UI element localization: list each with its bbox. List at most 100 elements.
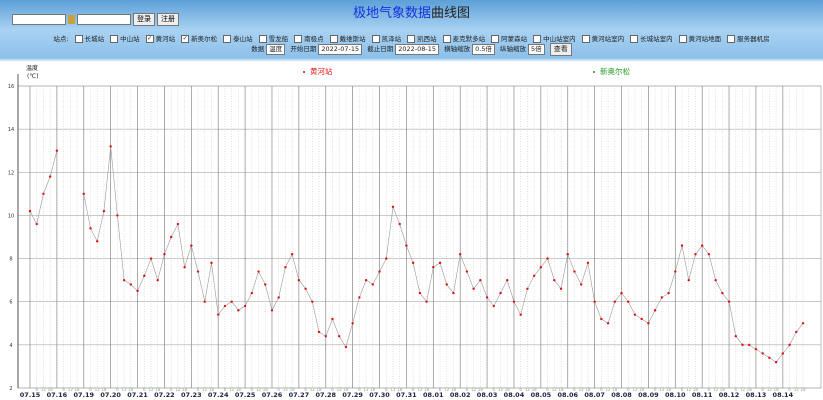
register-button[interactable]: 注册 [157,13,179,26]
x-hour-label: 6 [519,387,522,392]
x-date-label: 07.29 [342,391,363,399]
x-hour-label: 6 [116,387,119,392]
x-date-label: 08.09 [638,391,659,399]
data-point [761,352,764,355]
data-point [196,270,200,273]
y-tick-label: 6 [9,300,12,306]
station-checkbox[interactable] [223,35,232,43]
data-point [754,347,758,351]
x-date-label: 08.12 [719,391,740,399]
x-hour-label: 12 [471,387,477,392]
station-checkbox[interactable] [442,35,451,43]
station-name: 南极点 [304,35,324,43]
x-hour-label: 12 [579,387,585,392]
data-point [156,278,159,282]
data-point [768,356,771,359]
x-hour-label: 18 [424,387,430,392]
data-point [89,227,92,230]
station-checkbox[interactable]: ✓ [181,35,190,43]
data-point [680,244,684,247]
data-point [586,261,590,265]
x-date-label: 07.25 [235,391,256,399]
data-select[interactable]: 温度 [266,43,286,55]
x-hour-label: 6 [170,387,173,392]
login-button[interactable]: 登录 [133,13,155,26]
station-name: 长城站室内 [640,35,673,43]
x-hour-label: 6 [546,387,549,392]
data-point [250,291,254,295]
x-date-label: 08.14 [773,391,794,399]
data-point [28,209,32,213]
data-point [48,175,52,178]
password-input[interactable] [77,14,131,25]
data-point [492,304,495,308]
y-axis-unit: (℃) [27,73,38,80]
data-point [485,296,489,299]
x-date-label: 07.26 [262,391,283,399]
data-point [304,287,307,290]
query-row: 数据 温度 开始日期 2022-07-15 截止日期 2022-08-15 横轴缩放 0… [0,43,823,56]
station-checkbox[interactable] [258,35,267,43]
x-hour-label: 6 [466,387,469,392]
data-point [364,278,368,282]
x-hour-label: 12 [148,387,154,392]
end-input[interactable]: 2022-08-15 [395,43,439,55]
yscale-select[interactable]: 5倍 [528,43,545,55]
data-point [546,257,549,260]
station-checkbox[interactable] [294,35,303,43]
x-hour-label: 12 [498,387,504,392]
data-point [351,322,354,325]
station-checkbox[interactable] [407,35,416,43]
station-name: 麦克默多站 [452,35,486,43]
data-point [559,287,563,290]
station-checkbox[interactable]: ✓ [145,35,154,43]
x-hour-label: 12 [310,387,316,392]
data-point [331,317,334,321]
data-point [734,335,737,338]
data-point [311,300,314,303]
data-point [674,270,677,273]
data-point [566,253,569,256]
legend-marker [303,71,305,73]
x-hour-label: 6 [654,387,657,392]
data-point [633,313,637,316]
station-checkbox[interactable] [630,35,639,43]
legend-marker [593,71,595,73]
data-point [391,205,395,208]
x-hour-label: 18 [666,387,672,392]
station-checkbox[interactable] [727,35,736,43]
x-hour-label: 18 [505,387,511,392]
start-input[interactable]: 2022-07-15 [318,43,363,55]
x-hour-label: 12 [552,387,558,392]
x-date-label: 07.19 [73,391,94,399]
x-hour-label: 6 [627,387,630,392]
data-point [445,283,448,286]
station-checkbox[interactable] [491,35,500,43]
station-checkbox[interactable] [74,35,83,43]
x-hour-label: 6 [788,387,791,392]
x-hour-label: 18 [263,387,269,392]
data-point [324,335,327,338]
station-checkbox[interactable] [678,35,687,43]
station-checkbox[interactable] [581,35,590,43]
x-hour-label: 6 [35,387,38,392]
station-checkbox[interactable] [329,35,338,43]
x-hour-label: 18 [48,387,54,392]
station-row: 站点: 长城站 中山站 ✓ 黄河站 ✓ 新奥尔松 泰山站 雪龙船 南极点 戴维斯站 凯泽站 凯西站 麦克默… [0,33,823,43]
x-hour-label: 18 [316,387,322,392]
data-point [438,261,442,265]
x-date-label: 07.24 [208,391,229,399]
x-hour-label: 6 [735,387,738,392]
x-hour-label: 18 [75,387,81,392]
station-checkbox[interactable] [533,35,542,43]
view-button[interactable]: 查看 [549,43,572,56]
page-title: 极地气象数据曲线图 [0,2,823,21]
x-hour-label: 6 [197,387,200,392]
data-point [290,253,294,256]
station-checkbox[interactable] [371,35,380,43]
station-checkbox[interactable] [110,35,119,43]
username-input[interactable] [12,14,66,25]
xscale-select[interactable]: 0.5倍 [472,43,495,55]
x-hour-label: 12 [713,387,719,392]
data-point [526,287,529,290]
